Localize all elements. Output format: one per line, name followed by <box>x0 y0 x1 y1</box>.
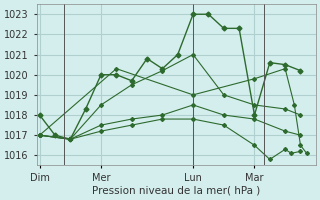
X-axis label: Pression niveau de la mer( hPa ): Pression niveau de la mer( hPa ) <box>92 186 260 196</box>
